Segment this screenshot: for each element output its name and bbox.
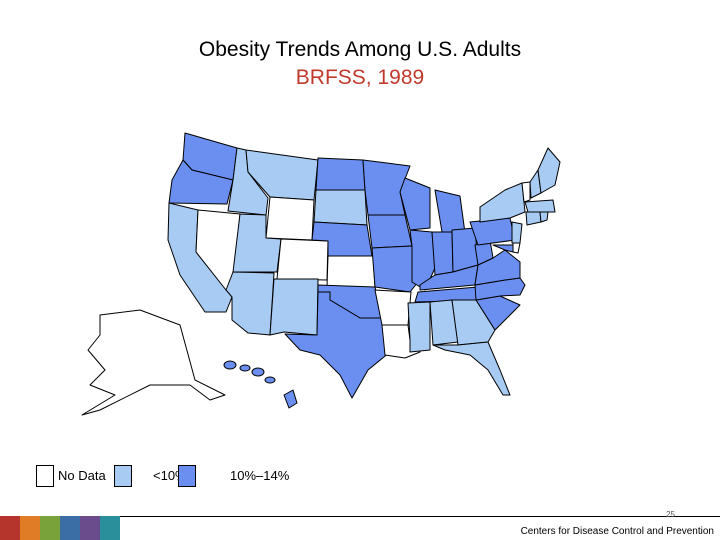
footer-color-block <box>100 516 120 540</box>
state-ga <box>451 299 496 346</box>
state-mi <box>434 189 466 234</box>
legend-swatch-lt10 <box>114 465 132 487</box>
footer-color-block <box>60 516 80 540</box>
state-ak <box>81 309 226 416</box>
state-ky <box>419 264 479 291</box>
footer-color-bar <box>0 516 120 540</box>
state-tx <box>284 291 391 399</box>
legend-label-10-14: 10%–14% <box>230 468 290 483</box>
state-ct <box>525 211 542 226</box>
footer-color-block <box>80 516 100 540</box>
state-ms <box>407 301 431 353</box>
state-hi-island <box>251 367 265 377</box>
state-hi-island <box>264 376 276 384</box>
state-va <box>474 249 521 286</box>
state-mo <box>371 245 419 293</box>
legend-swatch-no-data <box>36 465 54 487</box>
state-vt <box>521 181 531 203</box>
map-title: Obesity Trends Among U.S. Adults <box>198 38 522 61</box>
state-md <box>492 244 514 253</box>
page-number: 25 <box>666 510 675 519</box>
state-pa <box>469 217 516 246</box>
state-sd <box>313 189 368 226</box>
state-nj <box>511 221 523 244</box>
state-ny <box>479 182 526 223</box>
state-ri <box>539 211 549 223</box>
footer-color-block <box>0 516 20 540</box>
state-ks <box>326 255 376 288</box>
legend-swatch-10-14 <box>178 465 196 487</box>
state-hi-island <box>223 360 237 370</box>
state-wy <box>265 196 315 241</box>
footer-divider <box>120 516 720 517</box>
footer-color-block <box>20 516 40 540</box>
state-wi <box>399 177 431 231</box>
state-hi-island <box>239 364 251 372</box>
state-hi <box>283 389 298 409</box>
state-or <box>168 159 234 205</box>
state-in <box>431 231 454 276</box>
state-ia <box>367 214 413 249</box>
state-fl <box>432 341 511 396</box>
footer-organization: Centers for Disease Control and Preventi… <box>520 526 714 537</box>
state-nd <box>315 157 366 191</box>
map-subtitle: BRFSS, 1989 <box>295 66 425 89</box>
legend-label-no-data: No Data <box>58 468 106 483</box>
state-az <box>225 271 275 336</box>
state-co <box>276 238 329 281</box>
state-nm <box>269 278 319 336</box>
state-ma <box>524 199 556 213</box>
footer-color-block <box>40 516 60 540</box>
state-me <box>537 147 561 194</box>
state-de <box>512 242 521 254</box>
